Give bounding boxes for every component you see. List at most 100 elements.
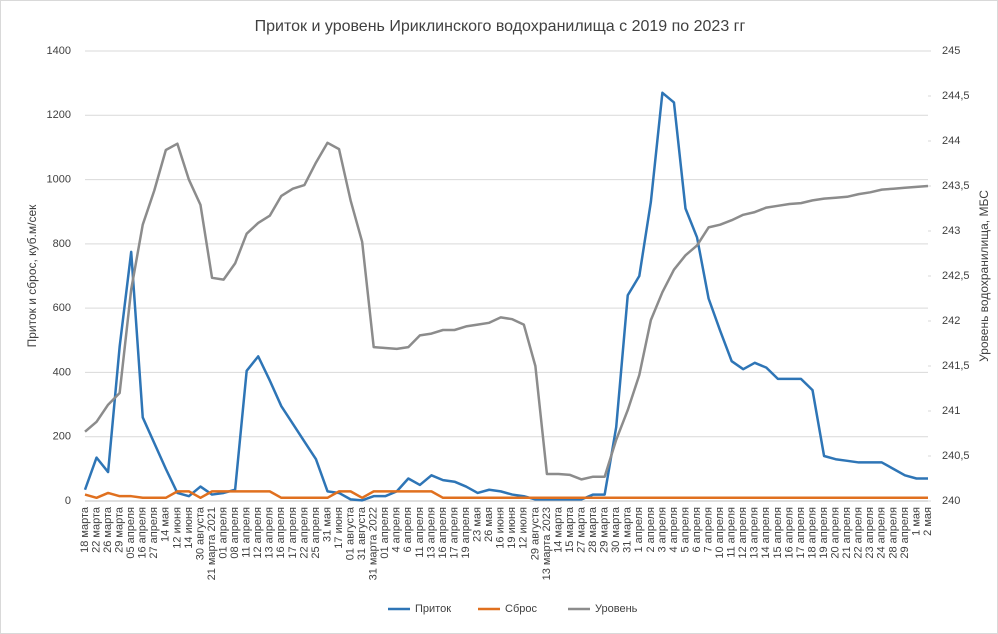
legend-label: Уровень <box>595 603 638 615</box>
x-tick-label: 17 апреля <box>287 507 299 559</box>
x-tick-label: 21 марта 2021 <box>206 507 218 580</box>
y-tick-label: 1000 <box>47 173 71 185</box>
x-tick-label: 19 апреля <box>818 507 830 559</box>
y-tick-label: 1200 <box>47 109 71 121</box>
y-tick-label: 800 <box>53 238 71 250</box>
x-tick-label: 29 марта <box>599 506 611 553</box>
x-tick-label: 16 июня <box>495 507 507 549</box>
x-tick-label: 28 марта <box>587 506 599 553</box>
x-tick-label: 22 апреля <box>298 507 310 559</box>
y-tick-label: 600 <box>53 302 71 314</box>
x-tick-label: 4 апреля <box>668 507 680 553</box>
x-tick-label: 17 апреля <box>448 507 460 559</box>
x-tick-label: 12 апреля <box>737 507 749 559</box>
x-tick-label: 08 апреля <box>229 507 241 559</box>
y2-tick-label: 245 <box>942 45 960 57</box>
x-tick-label: 31 марта <box>622 506 634 553</box>
x-tick-label: 28 апреля <box>887 507 899 559</box>
x-tick-label: 31 мая <box>321 507 333 542</box>
x-tick-label: 24 апреля <box>876 507 888 559</box>
x-tick-label: 26 марта <box>102 506 114 553</box>
y2-tick-label: 242,5 <box>942 270 970 282</box>
x-tick-label: 16 апреля <box>275 507 287 559</box>
x-tick-label: 20 апреля <box>830 507 842 559</box>
legend-label: Приток <box>415 603 451 615</box>
x-tick-label: 7 апреля <box>702 507 714 553</box>
x-tick-label: 14 марта <box>552 506 564 553</box>
x-tick-label: 27 апреля <box>148 507 160 559</box>
x-tick-label: 31 августа <box>356 506 368 560</box>
y2-tick-label: 244,5 <box>942 90 970 102</box>
x-tick-label: 15 марта <box>564 506 576 553</box>
x-tick-label: 4 апреля <box>391 507 403 553</box>
x-tick-label: 14 июня <box>183 507 195 549</box>
y2-tick-label: 243 <box>942 225 960 237</box>
x-tick-label: 29 марта <box>114 506 126 553</box>
x-tick-label: 1 апреля <box>633 507 645 553</box>
y2-tick-label: 240 <box>942 495 960 507</box>
x-tick-label: 13 марта 2023 <box>541 507 553 580</box>
y2-tick-label: 240,5 <box>942 450 970 462</box>
x-tick-label: 2 апреля <box>645 507 657 553</box>
x-tick-label: 26 мая <box>483 507 495 542</box>
y2-tick-label: 241,5 <box>942 360 970 372</box>
x-tick-label: 13 апреля <box>425 507 437 559</box>
x-tick-label: 25 апреля <box>310 507 322 559</box>
y2-tick-label: 242 <box>942 315 960 327</box>
x-tick-label: 11 апреля <box>241 507 253 558</box>
x-tick-label: 30 августа <box>194 506 206 560</box>
x-tick-label: 11 апреля <box>726 507 738 558</box>
x-tick-label: 29 апреля <box>899 507 911 559</box>
x-tick-label: 17 июня <box>333 507 345 549</box>
y-tick-label: 1400 <box>47 45 71 57</box>
y2-axis-label: Уровень водохранилища, МБС <box>977 190 991 362</box>
x-tick-label: 16 апреля <box>437 507 449 559</box>
x-tick-label: 01 апреля <box>217 507 229 559</box>
x-tick-label: 01 августа <box>345 506 357 560</box>
series-line <box>84 490 928 500</box>
y2-tick-label: 244 <box>942 135 960 147</box>
x-tick-label: 19 апреля <box>460 507 472 559</box>
x-tick-label: 13 апреля <box>264 507 276 559</box>
x-tick-label: 16 апреля <box>137 507 149 559</box>
x-tick-label: 19 июня <box>506 507 518 549</box>
x-tick-label: 3 апреля <box>656 507 668 553</box>
x-tick-label: 12 апреля <box>252 507 264 559</box>
x-tick-label: 17 апреля <box>795 507 807 559</box>
x-tick-label: 31 марта 2022 <box>368 507 380 580</box>
x-tick-label: 27 марта <box>575 506 587 553</box>
x-tick-label: 15 апреля <box>772 507 784 559</box>
x-tick-label: 12 июня <box>171 507 183 549</box>
x-tick-label: 14 апреля <box>760 507 772 559</box>
x-tick-label: 1 мая <box>910 507 922 536</box>
x-tick-label: 22 марта <box>90 506 102 553</box>
legend-label: Сброс <box>505 603 537 615</box>
y2-tick-label: 243,5 <box>942 180 970 192</box>
x-tick-label: 22 апреля <box>853 507 865 559</box>
x-tick-label: 5 апреля <box>679 507 691 553</box>
x-tick-label: 10 апреля <box>714 507 726 559</box>
x-tick-label: 2 мая <box>922 507 934 536</box>
x-tick-label: 29 августа <box>529 506 541 560</box>
x-tick-label: 30 марта <box>610 506 622 553</box>
x-tick-label: 01 апреля <box>379 507 391 559</box>
x-tick-label: 11 апреля <box>414 507 426 558</box>
y2-tick-label: 241 <box>942 405 960 417</box>
series-line <box>84 141 929 481</box>
y-tick-label: 0 <box>65 495 71 507</box>
y-tick-label: 200 <box>53 431 71 443</box>
x-tick-label: 23 апреля <box>864 507 876 559</box>
x-tick-label: 23 мая <box>472 507 484 542</box>
x-tick-label: 18 марта <box>79 506 91 553</box>
x-tick-label: 12 июля <box>518 507 530 549</box>
x-tick-label: 14 мая <box>160 507 172 542</box>
y-tick-label: 400 <box>53 366 71 378</box>
x-tick-label: 6 апреля <box>691 507 703 553</box>
y-axis-label: Приток и сброс, куб.м/сек <box>25 204 39 348</box>
x-tick-label: 13 апреля <box>749 507 761 559</box>
x-tick-label: 21 апреля <box>841 507 853 559</box>
chart-title: Приток и уровень Ириклинского водохранил… <box>255 18 746 35</box>
x-tick-label: 6 апреля <box>402 507 414 553</box>
x-tick-label: 18 апреля <box>806 507 818 559</box>
